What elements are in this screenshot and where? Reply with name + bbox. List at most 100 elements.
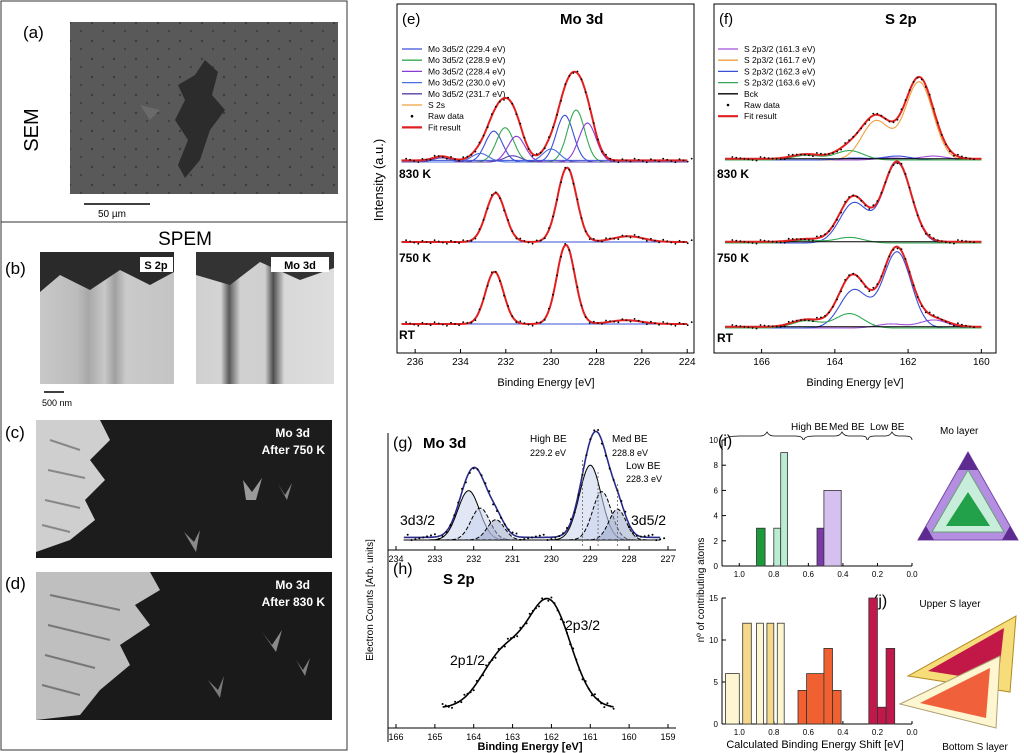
panel-e-raw-0-13 [458, 159, 460, 162]
panel-g-raw-38 [554, 536, 557, 539]
panel-f-750k-raw-28 [844, 200, 846, 203]
panel-e-legend-item-6: Raw data [428, 111, 464, 121]
panel-f-750k-raw-3 [743, 240, 746, 243]
panel-h-raw-50 [597, 698, 600, 701]
panel-g-ticklabel-0: 234 [388, 554, 403, 564]
panel-e-raw-2-10 [446, 324, 448, 327]
panel-e-raw-2-63 [662, 321, 665, 323]
panel-h-raw-36 [553, 602, 556, 605]
panel-e-raw-0-20 [486, 126, 489, 129]
panel-i-xticklabel-0: 1.0 [734, 570, 746, 579]
panel-g-component-2 [403, 508, 661, 541]
panel-e-raw-0-1 [409, 158, 411, 161]
panel-f-830k-raw-14 [787, 154, 790, 156]
panel-e-raw-0-55 [629, 160, 632, 163]
panel-e-raw-1-52 [617, 238, 620, 241]
panel-e-raw-2-28 [519, 320, 522, 323]
panel-e-raw-1-70 [690, 239, 693, 242]
panel-g-raw-6 [430, 534, 432, 537]
panel-f-830k-raw-24 [828, 153, 830, 155]
panel-e-raw-2-54 [625, 319, 628, 322]
panel-h-ticklabel-1: 165 [427, 732, 442, 742]
panel-e-raw-1-65 [670, 241, 673, 244]
panel-h-raw-2 [447, 705, 450, 708]
panel-f-rt-raw-33 [864, 286, 867, 288]
panel-f-rt-raw-9 [767, 325, 770, 327]
panel-f-750k-raw-51 [936, 239, 939, 242]
panel-g-high-be-value: 229.2 eV [530, 448, 566, 458]
panel-g-raw-9 [441, 535, 444, 538]
panel-h-raw-37 [556, 609, 559, 612]
panel-g-raw-20 [484, 482, 487, 485]
panel-f-830k-raw-43 [904, 99, 907, 102]
panel-e-raw-0-7 [433, 154, 436, 157]
panel-g-raw-41 [566, 527, 568, 529]
panel-e-raw-2-46 [592, 320, 595, 323]
panel-e-ylabel: Intensity (a.u.) [371, 139, 386, 221]
spem-s2p-image: S 2p [40, 252, 174, 384]
panel-f-750k-raw-59 [969, 240, 971, 243]
panel-f-830k-raw-21 [816, 152, 818, 154]
panel-e-legend-item-2: Mo 3d5/2 (228.4 eV) [428, 66, 506, 76]
panel-e-raw-1-38 [560, 181, 562, 184]
panel-g-raw-7 [433, 533, 436, 536]
panel-e-raw-1-26 [511, 230, 514, 233]
panel-e-raw-0-38 [560, 100, 562, 102]
panel-h-raw-33 [544, 597, 547, 600]
panel-e-raw-0-41 [572, 72, 575, 74]
panel-e-raw-2-4 [421, 321, 424, 324]
panel-g: (g) Mo 3d Electron Counts [Arb. units] 2… [365, 429, 676, 742]
panel-h-raw-29 [531, 609, 534, 612]
panel-e-raw-0-8 [437, 155, 440, 157]
panel-f-750k-raw-6 [755, 242, 758, 245]
panel-e-raw-2-25 [507, 305, 509, 307]
panel-f-830k-raw-46 [916, 76, 919, 79]
panel-j-chart: 0 5 10 15 1.0 0.8 0.6 0.4 0.2 0.0 [709, 594, 918, 737]
panel-g-raw-62 [647, 534, 650, 537]
panel-f-rt-raw-49 [928, 311, 931, 314]
panel-j-bar-8 [832, 690, 842, 725]
panel-e-raw-2-35 [548, 307, 550, 310]
panel-g-raw-42 [569, 518, 572, 521]
panel-h-raw-5 [457, 701, 460, 704]
panel-f-830k-raw-50 [932, 107, 935, 110]
panel-g-raw-0 [406, 533, 409, 536]
panel-e-letter: (e) [402, 11, 420, 28]
panel-e-raw-1-23 [499, 197, 501, 200]
panel-e-raw-2-44 [584, 316, 587, 318]
panel-g-raw-12 [453, 514, 456, 517]
panel-f-rt-raw-45 [912, 284, 915, 287]
panel-f-legend-item-5: Raw data [744, 100, 780, 110]
panel-h-raw-53 [606, 702, 609, 705]
panel-f-750k-raw-46 [916, 214, 919, 217]
panel-i-bar-1 [773, 527, 782, 567]
panel-i-bar-2 [780, 452, 789, 567]
panel-i-yticklabel-0: 0 [714, 562, 719, 571]
panel-e-raw-1-55 [629, 236, 632, 239]
panel-h-raw-46 [584, 680, 587, 683]
panel-f-830k-raw-31 [856, 132, 859, 134]
panel-h-raw-6 [460, 701, 463, 704]
panel-f-rt-raw-12 [779, 325, 782, 328]
panel-e-raw-0-40 [568, 75, 571, 77]
panel-h-title: S 2p [443, 571, 475, 588]
panel-e-raw-2-64 [666, 322, 669, 325]
panel-h-raw-27 [525, 622, 528, 625]
panel-h-raw-8 [466, 692, 469, 695]
panel-f-830k-raw-17 [799, 153, 802, 156]
panel-e-legend-item-3: Mo 3d5/2 (230.0 eV) [428, 78, 506, 88]
panel-h-ticklabel-4: 162 [544, 732, 559, 742]
panel-h-xticks: 166 165 164 163 162 161 160 159 [388, 724, 676, 742]
panel-f-750k-raw-0 [731, 239, 734, 241]
panel-e-raw-1-63 [662, 238, 665, 241]
panel-g-raw-18 [476, 468, 479, 471]
panel-f-rt-raw-24 [828, 311, 830, 314]
panel-g-ticklabel-1: 233 [427, 554, 442, 564]
panel-e-raw-0-4 [421, 158, 424, 160]
panel-f-830k-raw-11 [775, 158, 778, 160]
panel-e-raw-2-39 [564, 243, 567, 245]
panel-j-bar-9 [868, 597, 878, 725]
panel-g-raw-22 [492, 503, 495, 506]
panel-e-raw-0-30 [527, 148, 530, 150]
